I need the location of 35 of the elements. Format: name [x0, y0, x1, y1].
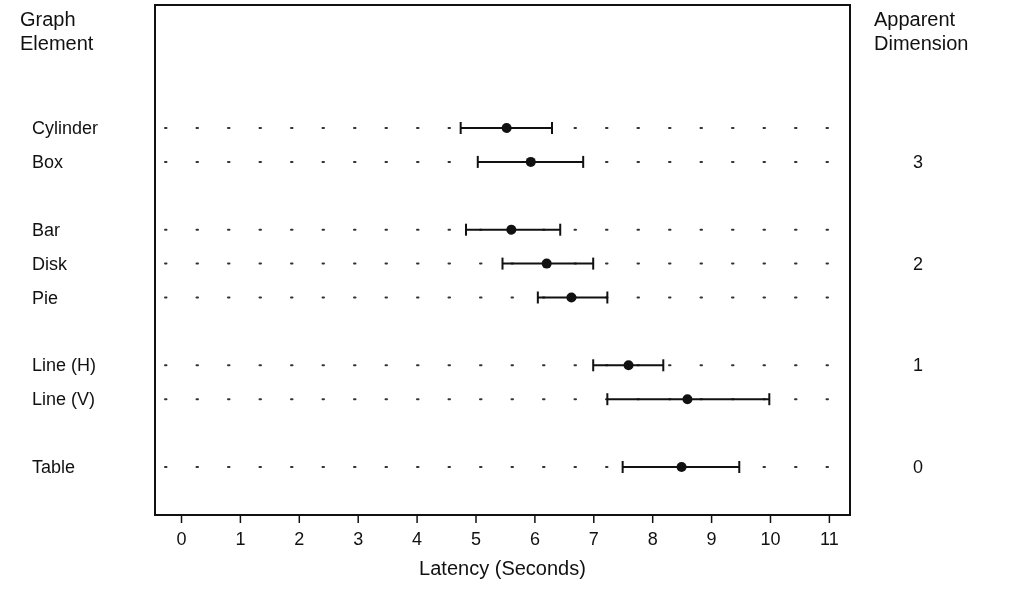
- y-tick-label: Line (V): [32, 389, 96, 410]
- y2-tick-label: 1: [912, 355, 924, 376]
- x-axis-title: Latency (Seconds): [419, 557, 586, 579]
- x-tick-label: 5: [470, 529, 481, 549]
- y2-tick-label: 3: [912, 151, 924, 172]
- y-tick-label: Line (H): [32, 355, 97, 376]
- point: [682, 394, 693, 405]
- y-tick-label: Disk: [32, 253, 68, 274]
- point: [676, 462, 687, 472]
- point: [501, 123, 512, 133]
- x-tick-label: 10: [760, 529, 781, 549]
- y2-tick-label: 0: [912, 457, 924, 477]
- x-tick-label: 0: [176, 529, 187, 549]
- x-tick-label: 8: [647, 529, 658, 549]
- y2-axis-title: Apparent Dimension: [874, 8, 969, 54]
- point: [541, 258, 552, 269]
- x-tick-label: 1: [235, 529, 246, 549]
- y-tick-label: Pie: [32, 287, 59, 308]
- y-tick-label: Box: [32, 151, 64, 172]
- y-tick-label: Table: [32, 457, 76, 477]
- y-tick-label: Bar: [32, 219, 61, 240]
- x-tick-label: 9: [706, 529, 717, 549]
- point: [506, 224, 517, 235]
- point: [525, 156, 536, 167]
- point: [566, 292, 577, 303]
- y2-tick-label: 2: [912, 253, 924, 274]
- x-tick-label: 2: [294, 529, 305, 549]
- y-tick-label: Cylinder: [32, 118, 99, 138]
- x-tick-label: 7: [588, 529, 599, 549]
- x-tick-label: 6: [529, 529, 540, 549]
- point: [623, 360, 634, 371]
- x-tick-label: 3: [353, 529, 364, 549]
- x-tick-label: 11: [820, 529, 839, 549]
- y-axis-title: Graph Element: [20, 8, 94, 54]
- x-tick-label: 4: [412, 529, 423, 549]
